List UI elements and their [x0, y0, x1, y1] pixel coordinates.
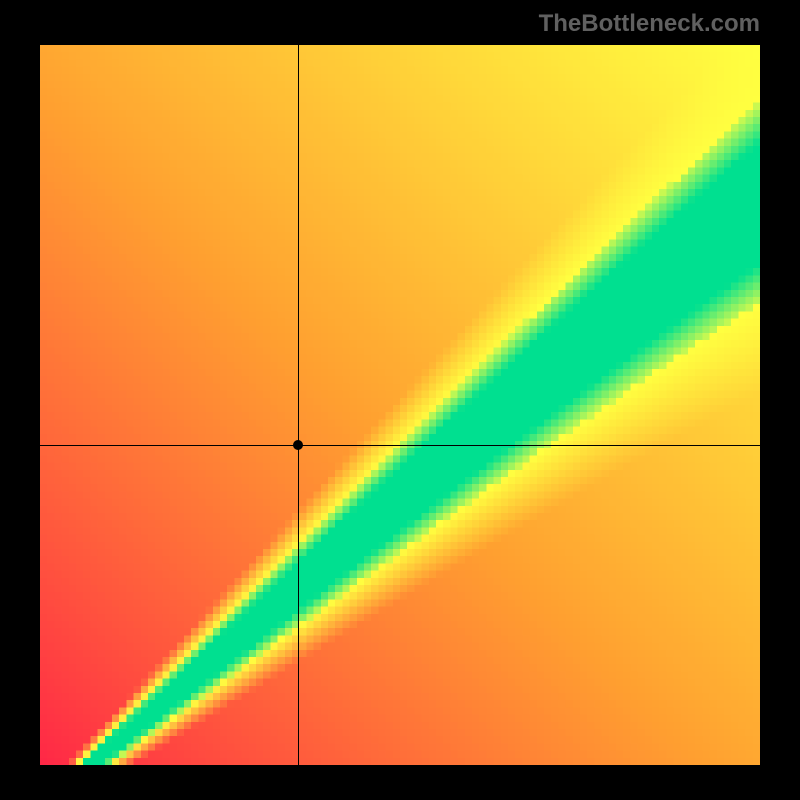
heatmap-canvas: [40, 45, 760, 765]
data-point-marker: [293, 440, 303, 450]
watermark-text: TheBottleneck.com: [539, 10, 760, 38]
crosshair-vertical: [298, 45, 299, 765]
heatmap-plot: [40, 45, 760, 765]
crosshair-horizontal: [40, 445, 760, 446]
